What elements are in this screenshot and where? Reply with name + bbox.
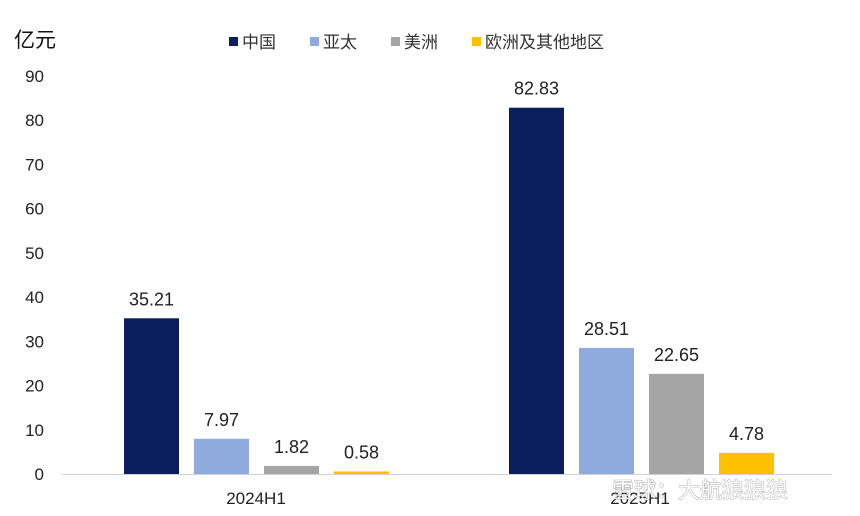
y-axis-tick-labels: 0 10 20 30 40 50 60 70 80 90 (25, 67, 44, 484)
watermark: 雪球：大航狼狼狼 (612, 479, 788, 504)
bar-亚太-2025H1 (579, 347, 634, 474)
data-label: 35.21 (129, 289, 174, 309)
data-label: 0.58 (344, 442, 379, 462)
legend-label: 美洲 (404, 33, 438, 53)
bar-中国-2024H1 (124, 318, 179, 474)
x-category-label: 2025H1 (610, 489, 670, 508)
bars (124, 107, 774, 474)
legend-item: 欧洲及其他地区 (472, 33, 604, 53)
legend-item: 亚太 (310, 33, 357, 53)
legend-swatch (472, 37, 481, 46)
legend-label: 中国 (242, 33, 276, 53)
legend-swatch (391, 37, 400, 46)
x-category-label: 2024H1 (226, 489, 286, 508)
y-tick-label: 80 (25, 111, 44, 130)
x-axis-category-labels: 2024H1 2025H1 (226, 489, 670, 508)
legend: 中国 亚太 美洲 欧洲及其他地区 (229, 33, 604, 53)
data-label: 7.97 (204, 410, 239, 430)
legend-item: 中国 (229, 33, 276, 53)
bar-欧洲及其他地区-2024H1 (334, 471, 389, 474)
y-tick-label: 50 (25, 244, 44, 263)
legend-swatch (229, 37, 238, 46)
bar-中国-2025H1 (509, 107, 564, 474)
data-label: 22.65 (654, 345, 699, 365)
y-tick-label: 40 (25, 288, 44, 307)
data-label: 1.82 (274, 437, 309, 457)
y-axis-unit-label: 亿元 (14, 28, 56, 52)
legend-item: 美洲 (391, 33, 438, 53)
bar-美洲-2025H1 (649, 373, 704, 474)
data-label: 82.83 (514, 79, 559, 99)
y-tick-label: 70 (25, 155, 44, 174)
data-label: 4.78 (729, 424, 764, 444)
bar-美洲-2024H1 (264, 465, 319, 474)
data-label: 28.51 (584, 319, 629, 339)
y-tick-label: 30 (25, 332, 44, 351)
legend-label: 亚太 (323, 33, 357, 53)
y-tick-label: 0 (35, 465, 44, 484)
bar-欧洲及其他地区-2025H1 (719, 452, 774, 474)
bar-亚太-2024H1 (194, 438, 249, 474)
y-tick-label: 10 (25, 421, 44, 440)
y-tick-label: 60 (25, 200, 44, 219)
legend-label: 欧洲及其他地区 (485, 33, 604, 53)
data-labels: 35.21 7.97 1.82 0.58 82.83 28.51 22.65 4.78 (129, 79, 764, 463)
legend-swatch (310, 37, 319, 46)
y-tick-label: 90 (25, 67, 44, 86)
y-tick-label: 20 (25, 377, 44, 396)
